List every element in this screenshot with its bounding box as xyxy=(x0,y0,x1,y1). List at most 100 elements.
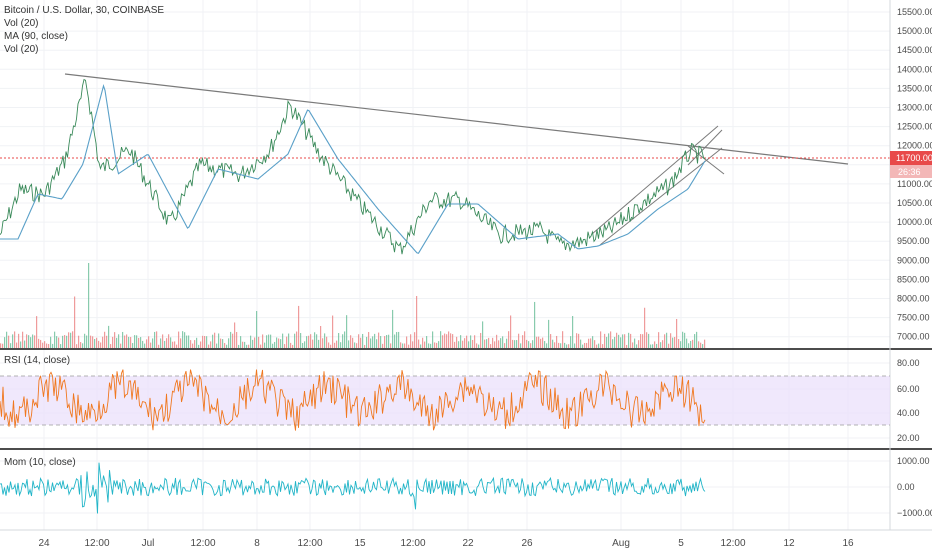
volume-bar xyxy=(202,335,204,348)
volume-bar xyxy=(532,340,534,348)
volume-bar xyxy=(660,342,662,348)
price-tick-label: 9000.00 xyxy=(897,255,930,265)
volume-bar xyxy=(374,333,376,348)
volume-bar xyxy=(540,338,542,348)
volume-bar xyxy=(542,337,544,348)
volume-bar xyxy=(468,341,470,348)
symbol-title[interactable]: Bitcoin / U.S. Dollar, 30, COINBASE xyxy=(4,5,164,16)
volume-bar xyxy=(326,336,328,348)
volume-bar xyxy=(398,331,400,348)
volume-bar xyxy=(308,335,310,348)
volume-bar xyxy=(368,332,370,348)
time-axis[interactable]: 24 12:00 Jul 12:00 8 12:00 15 12:00 22 26 Aug 5 12:0… xyxy=(38,538,854,549)
volume-bar xyxy=(168,334,170,348)
volume-bar xyxy=(602,344,604,348)
volume-bar xyxy=(132,343,134,348)
mom-title[interactable]: Mom (10, close) xyxy=(4,457,76,468)
volume-bar xyxy=(246,344,248,348)
mom-tick-label: 1000.00 xyxy=(897,456,930,466)
volume-bar xyxy=(682,331,684,348)
volume-bar xyxy=(344,331,346,348)
volume-bar xyxy=(342,334,344,348)
price-tick-label: 11000.00 xyxy=(897,179,932,189)
volume-bar xyxy=(588,338,590,348)
volume-bar xyxy=(378,332,380,348)
volume-bar xyxy=(498,340,500,348)
rsi-line xyxy=(0,369,706,431)
rsi-title[interactable]: RSI (14, close) xyxy=(4,355,70,366)
time-tick-label: 8 xyxy=(254,538,260,549)
volume-bar xyxy=(424,341,426,348)
volume-bar xyxy=(702,344,704,348)
volume-bar xyxy=(480,332,482,348)
volume-bar xyxy=(446,334,448,348)
volume-bar xyxy=(84,333,86,348)
volume-bar xyxy=(288,333,290,348)
volume-bar xyxy=(196,337,198,348)
volume-bar xyxy=(8,335,10,348)
indicator-ma[interactable]: MA (90, close) xyxy=(4,31,68,42)
volume-bar xyxy=(174,341,176,348)
volume-bar xyxy=(452,334,454,348)
volume-bar xyxy=(320,326,322,348)
volume-bar xyxy=(62,335,64,348)
rsi-axis[interactable]: 80.00 60.00 40.00 20.00 xyxy=(897,358,920,443)
volume-bar xyxy=(186,335,188,348)
volume-bar xyxy=(94,338,96,348)
volume-bar xyxy=(624,334,626,348)
volume-bar xyxy=(630,333,632,348)
time-tick-label: 12:00 xyxy=(297,538,322,549)
volume-bar xyxy=(230,331,232,348)
volume-bar xyxy=(670,333,672,348)
volume-bar xyxy=(576,333,578,348)
volume-bar xyxy=(692,339,694,348)
volume-bar xyxy=(512,339,514,348)
volume-bar xyxy=(258,336,260,348)
volume-bar xyxy=(142,340,144,348)
volume-bar xyxy=(464,338,466,348)
volume-bar xyxy=(676,318,678,348)
time-tick-label: 12 xyxy=(783,538,795,549)
volume-bar xyxy=(76,344,78,348)
indicator-vol-2[interactable]: Vol (20) xyxy=(4,44,38,55)
volume-bar xyxy=(284,344,286,348)
volume-bar xyxy=(306,336,308,348)
volume-bar xyxy=(148,336,150,348)
indicator-vol-1[interactable]: Vol (20) xyxy=(4,18,38,29)
volume-bar xyxy=(504,343,506,348)
volume-bar xyxy=(124,335,126,348)
time-tick-label: 15 xyxy=(354,538,366,549)
mom-axis[interactable]: 1000.00 0.00 −1000.00 xyxy=(897,456,932,518)
volume-bar xyxy=(506,338,508,348)
volume-bar xyxy=(164,340,166,348)
price-tick-label: 8500.00 xyxy=(897,274,930,284)
volume-bar xyxy=(392,309,394,348)
volume-bar xyxy=(216,343,218,348)
price-tick-label: 7000.00 xyxy=(897,332,930,342)
price-tick-label: 14500.00 xyxy=(897,45,932,55)
volume-bar xyxy=(382,343,384,348)
volume-bar xyxy=(276,337,278,348)
volume-bar xyxy=(662,340,664,348)
volume-bar xyxy=(454,341,456,348)
volume-bar xyxy=(162,334,164,348)
volume-bar xyxy=(218,333,220,348)
volume-bar xyxy=(340,342,342,348)
volume-bar xyxy=(56,336,58,348)
volume-bar xyxy=(636,344,638,348)
volume-bar xyxy=(194,340,196,348)
volume-bar xyxy=(98,340,100,348)
volume-bar xyxy=(556,335,558,348)
time-tick-label: 16 xyxy=(842,538,854,549)
volume-bar xyxy=(458,341,460,348)
ma-line xyxy=(0,83,706,254)
volume-bar xyxy=(420,344,422,348)
volume-bar xyxy=(68,332,70,348)
volume-bar xyxy=(126,334,128,348)
volume-bar xyxy=(460,335,462,348)
price-axis[interactable]: 15500.00 15000.00 14500.00 14000.00 13500.00… xyxy=(897,7,932,342)
price-tick-label: 8000.00 xyxy=(897,294,930,304)
volume-bar xyxy=(188,335,190,348)
volume-bar xyxy=(518,333,520,348)
